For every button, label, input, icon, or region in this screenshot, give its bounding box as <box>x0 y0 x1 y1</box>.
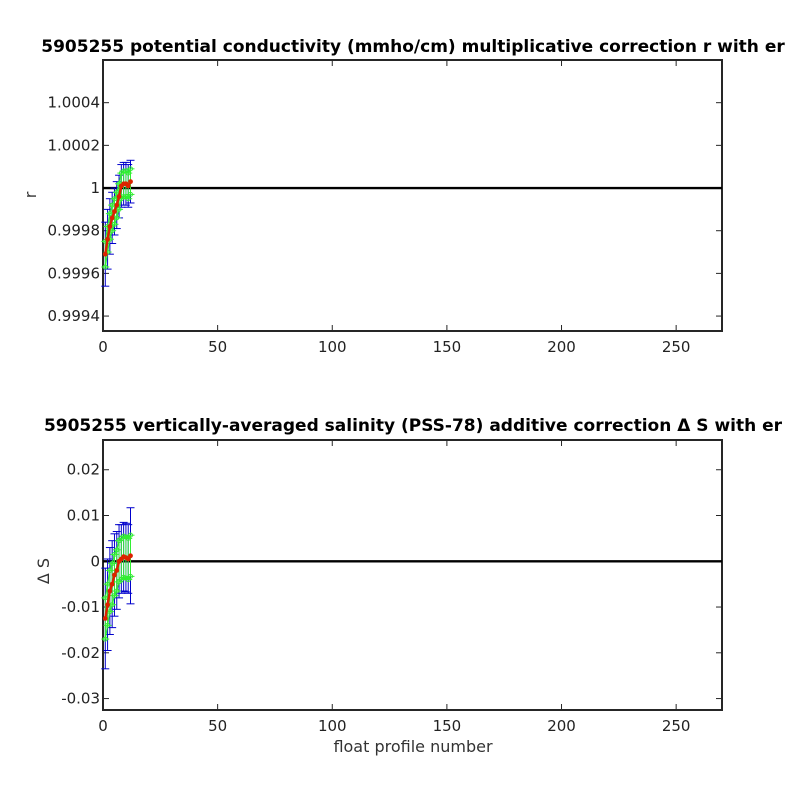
chart-1-data-point <box>114 202 120 208</box>
chart-1-data-point <box>105 236 110 242</box>
chart-1-green-marker <box>111 221 117 227</box>
chart-2-data-point <box>114 568 120 573</box>
chart-2-green-marker <box>114 588 120 594</box>
chart-2-data-point <box>128 553 133 559</box>
chart-2-xlabel: float profile number <box>333 737 493 756</box>
chart-1-ylabel: r <box>21 191 40 198</box>
chart-2-green-marker <box>109 561 115 567</box>
chart-2-data-point <box>109 581 115 587</box>
chart-1-xtick-label: 200 <box>547 338 576 356</box>
chart-1-green-marker <box>111 196 117 202</box>
chart-1-data-point <box>125 183 131 189</box>
chart-2-ytick-label: 0.01 <box>67 507 100 525</box>
chart-1-data-point <box>109 215 115 221</box>
chart-2-green-marker <box>125 535 131 541</box>
chart-1-green-marker <box>121 168 127 174</box>
chart-1-data-point <box>107 224 113 229</box>
chart-1-xtick-label: 100 <box>318 338 347 356</box>
chart-2-green-marker <box>114 547 120 553</box>
chart-2-green-marker <box>128 532 134 538</box>
chart-1-ytick-label: 1.0002 <box>48 136 101 154</box>
chart-2-ytick-label: -0.03 <box>61 690 100 708</box>
chart-2-green-marker <box>121 533 127 539</box>
chart-2-green-marker <box>125 577 131 583</box>
chart-2-green-marker <box>105 622 111 628</box>
chart-2-green-marker <box>121 574 127 580</box>
chart-2-green-marker <box>111 593 117 599</box>
chart-1-xtick-label: 0 <box>98 338 108 356</box>
chart-2-plot: 0 50 100 150 200 250 -0.03 -0.02 -0.01 0 0.01 0.02 <box>61 439 723 735</box>
chart-1-data-point <box>128 179 133 185</box>
chart-2-ytick-label: -0.01 <box>61 598 100 616</box>
chart-2-data-point <box>112 572 117 578</box>
chart-1-green-marker <box>128 166 134 172</box>
chart-2-ytick-label: 0 <box>90 552 100 570</box>
chart-1-ytick-label: 0.9998 <box>48 222 101 240</box>
chart-1-green-marker <box>116 206 122 212</box>
chart-2-green-marker <box>102 636 108 642</box>
chart-2-xtick-label: 250 <box>662 717 691 735</box>
chart-2-axes-box <box>102 439 723 711</box>
chart-2-green-marker <box>102 595 108 601</box>
chart-1-green-marker <box>121 194 127 200</box>
chart-1-xtick-label: 150 <box>433 338 462 356</box>
chart-1-plot: 0 50 100 150 200 250 0.9994 0.9996 0.9998 1 1.0002… <box>48 59 723 356</box>
chart-2-xtick-label: 100 <box>318 717 347 735</box>
chart-2-green-marker <box>111 551 117 557</box>
chart-2-data-point <box>102 616 108 621</box>
chart-2-xtick-label: 150 <box>433 717 462 735</box>
chart-1-green-marker <box>102 264 108 270</box>
chart-1-ytick-label: 1.0004 <box>48 94 101 112</box>
chart-2-ytick-label: 0.02 <box>67 461 100 479</box>
chart-1-ytick-label: 0.9996 <box>48 264 101 282</box>
chart-1-ytick-label: 0.9994 <box>48 307 101 325</box>
chart-1-title: 5905255 potential conductivity (mmho/cm)… <box>41 37 785 57</box>
chart-1-ytick-label: 1 <box>90 179 100 197</box>
chart-2-green-marker <box>107 567 113 573</box>
chart-2-data-point <box>107 588 113 594</box>
chart-2-ytick-label: -0.02 <box>61 644 100 662</box>
chart-2-green-marker <box>128 573 134 579</box>
chart-1-green-marker <box>114 215 120 221</box>
chart-2-green-marker <box>105 581 111 587</box>
chart-2-xtick-label: 50 <box>208 717 227 735</box>
chart-1-data-point <box>116 194 122 199</box>
chart-2-title: 5905255 vertically-averaged salinity (PS… <box>44 416 783 436</box>
chart-1-green-marker <box>125 170 131 176</box>
chart-1-green-marker <box>128 191 134 197</box>
chart-1-green-marker <box>107 211 113 217</box>
chart-1-green-marker <box>125 196 131 202</box>
chart-2-xtick-label: 200 <box>547 717 576 735</box>
chart-1-data-point <box>102 251 108 257</box>
chart-2-green-marker <box>109 602 115 608</box>
chart-2-xtick-label: 0 <box>98 717 108 735</box>
chart-2-data-point <box>105 602 110 608</box>
chart-1-xtick-label: 50 <box>208 338 227 356</box>
chart-1-xtick-label: 250 <box>662 338 691 356</box>
chart-2-green-marker <box>107 609 113 615</box>
chart-2-ylabel: Δ S <box>34 558 53 584</box>
chart-1-green-marker <box>109 202 115 208</box>
chart-1-axes-box <box>102 59 723 332</box>
chart-1-data-point <box>112 209 117 214</box>
